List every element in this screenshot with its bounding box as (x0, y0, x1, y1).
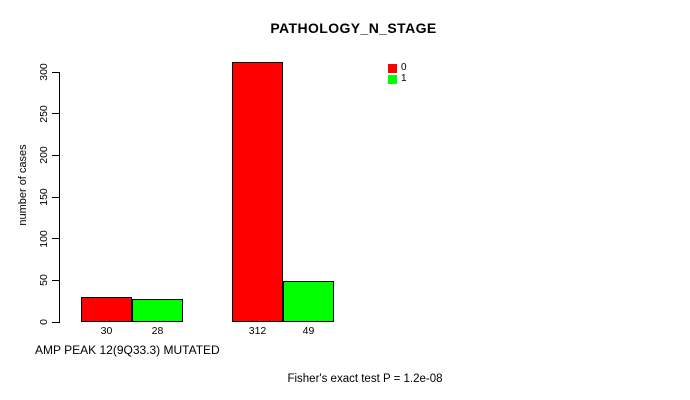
y-tick-mark (52, 196, 59, 198)
chart-title: PATHOLOGY_N_STAGE (270, 20, 437, 36)
y-axis-line (59, 72, 60, 323)
legend-item: 0 (388, 63, 407, 73)
y-tick-mark (52, 71, 59, 73)
y-tick-label: 100 (38, 229, 50, 248)
y-tick-label: 150 (38, 188, 50, 206)
bar-value-label: 30 (100, 325, 113, 337)
bar-value-label: 49 (302, 325, 315, 337)
bar-value-label: 312 (248, 325, 267, 337)
x-axis-label: AMP PEAK 12(9Q33.3) MUTATED (35, 343, 220, 357)
y-tick-label: 300 (38, 63, 50, 81)
legend-label: 1 (401, 73, 407, 84)
bar-series-0 (81, 297, 132, 322)
fisher-test-annotation: Fisher's exact test P = 1.2e-08 (287, 373, 443, 385)
bar-series-0 (232, 62, 283, 322)
legend-label: 0 (401, 62, 407, 73)
y-tick-label: 250 (38, 104, 50, 123)
y-tick-mark (52, 321, 59, 323)
legend-swatch-icon (388, 74, 397, 84)
legend-swatch-icon (388, 63, 397, 73)
y-tick-mark (52, 154, 59, 156)
y-tick-mark (52, 113, 59, 115)
legend-item: 1 (388, 74, 407, 84)
y-tick-label: 0 (38, 319, 50, 325)
bar-series-1 (283, 281, 334, 322)
bar-value-label: 28 (151, 325, 164, 337)
y-tick-mark (52, 238, 59, 240)
bar-series-1 (132, 299, 183, 322)
y-tick-label: 50 (38, 274, 50, 287)
y-tick-mark (52, 279, 59, 281)
y-tick-label: 200 (38, 146, 50, 165)
